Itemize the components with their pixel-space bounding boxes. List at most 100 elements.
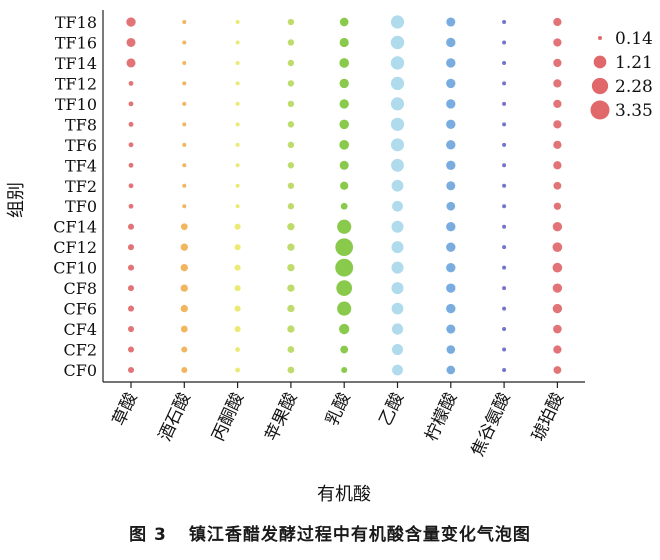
bubble bbox=[552, 283, 563, 293]
bubble bbox=[391, 343, 404, 356]
bubble bbox=[287, 263, 295, 272]
bubble bbox=[446, 303, 456, 314]
bubble bbox=[502, 368, 507, 372]
bubble bbox=[287, 141, 295, 149]
bubble bbox=[391, 302, 404, 315]
bubble bbox=[340, 202, 348, 210]
bubble bbox=[446, 119, 456, 130]
bubble bbox=[446, 37, 456, 48]
y-tick-label: TF16 bbox=[55, 33, 97, 52]
bubble bbox=[235, 347, 241, 352]
bubble bbox=[235, 204, 240, 209]
y-tick-label: TF18 bbox=[55, 13, 97, 32]
bubble bbox=[340, 345, 349, 354]
bubble bbox=[287, 243, 295, 251]
bubble bbox=[235, 122, 240, 127]
bubble bbox=[336, 280, 353, 296]
bubble bbox=[391, 158, 404, 172]
bubble bbox=[181, 346, 188, 353]
bubble bbox=[127, 285, 135, 292]
bubble bbox=[335, 258, 354, 277]
bubble bbox=[339, 99, 349, 109]
bubble bbox=[553, 366, 562, 374]
bubble bbox=[234, 305, 241, 312]
bubble bbox=[446, 78, 456, 89]
bubble bbox=[127, 346, 135, 353]
bubble bbox=[339, 323, 350, 335]
legend-bubble bbox=[591, 77, 609, 95]
y-tick-label: CF2 bbox=[63, 341, 97, 360]
bubble bbox=[235, 81, 240, 86]
bubble bbox=[180, 223, 188, 231]
bubble bbox=[553, 345, 562, 354]
bubble bbox=[235, 60, 240, 65]
bubble bbox=[502, 183, 507, 188]
bubble bbox=[234, 285, 241, 292]
bubble bbox=[127, 244, 135, 251]
bubble bbox=[390, 56, 405, 70]
bubble bbox=[337, 219, 352, 234]
bubble bbox=[180, 284, 188, 292]
bubble bbox=[446, 201, 456, 211]
bubble bbox=[446, 58, 456, 68]
bubble bbox=[446, 99, 456, 109]
bubble bbox=[390, 76, 405, 91]
bubble bbox=[182, 40, 187, 45]
bubble bbox=[287, 284, 295, 292]
legend-label: 1.21 bbox=[615, 53, 653, 73]
bubble bbox=[182, 122, 187, 127]
bubble bbox=[502, 20, 507, 24]
bubble bbox=[180, 304, 188, 313]
bubble bbox=[502, 40, 507, 45]
legend-bubble bbox=[598, 36, 602, 40]
bubble bbox=[287, 346, 295, 353]
bubble bbox=[180, 263, 188, 272]
bubble bbox=[234, 326, 241, 333]
bubble bbox=[502, 265, 507, 270]
bubble bbox=[127, 305, 135, 312]
bubble bbox=[391, 282, 404, 295]
x-axis-label: 有机酸 bbox=[317, 484, 371, 505]
legend-bubble bbox=[593, 55, 607, 69]
bubble bbox=[287, 182, 295, 189]
bubble bbox=[235, 40, 240, 45]
bubble bbox=[234, 223, 241, 230]
bubble bbox=[390, 15, 405, 29]
bubble bbox=[126, 37, 136, 47]
bubble bbox=[287, 59, 295, 67]
figure-caption: 图 3 镇江香醋发酵过程中有机酸含量变化气泡图 bbox=[0, 520, 660, 545]
bubble bbox=[502, 101, 507, 106]
bubble bbox=[182, 163, 187, 168]
x-tick-label: 焦谷氨酸 bbox=[468, 390, 515, 460]
bubble bbox=[180, 325, 188, 333]
y-axis-ticks: TF18TF16TF14TF12TF10TF8TF6TF4TF2TF0CF14C… bbox=[53, 13, 97, 380]
bubble bbox=[446, 283, 456, 293]
bubble bbox=[446, 140, 456, 150]
bubbles bbox=[126, 15, 563, 376]
x-tick-label: 琥珀酸 bbox=[528, 390, 568, 445]
bubble bbox=[287, 100, 295, 108]
bubble bbox=[390, 35, 405, 50]
bubble bbox=[287, 18, 295, 26]
bubble bbox=[446, 181, 456, 191]
x-axis-ticks: 草酸 酒石酸 丙酮酸 苹果酸 乳酸 乙酸 柠檬酸 焦谷氨酸 琥珀酸 bbox=[109, 382, 568, 460]
bubble bbox=[446, 160, 456, 170]
y-tick-label: TF10 bbox=[55, 95, 97, 114]
bubble bbox=[502, 142, 507, 147]
bubble bbox=[552, 222, 563, 232]
bubble bbox=[182, 183, 187, 188]
x-tick-label: 乙酸 bbox=[376, 390, 408, 429]
bubble bbox=[392, 200, 403, 212]
y-tick-label: TF8 bbox=[65, 115, 97, 134]
x-tick-label: 苹果酸 bbox=[262, 390, 302, 445]
bubble bbox=[234, 264, 241, 271]
y-tick-label: CF8 bbox=[63, 279, 97, 298]
bubble bbox=[337, 301, 352, 316]
bubble bbox=[287, 223, 295, 231]
bubble bbox=[502, 81, 507, 86]
bubble bbox=[339, 58, 349, 68]
bubble bbox=[287, 304, 295, 313]
bubble bbox=[128, 162, 134, 168]
bubble bbox=[182, 20, 187, 24]
